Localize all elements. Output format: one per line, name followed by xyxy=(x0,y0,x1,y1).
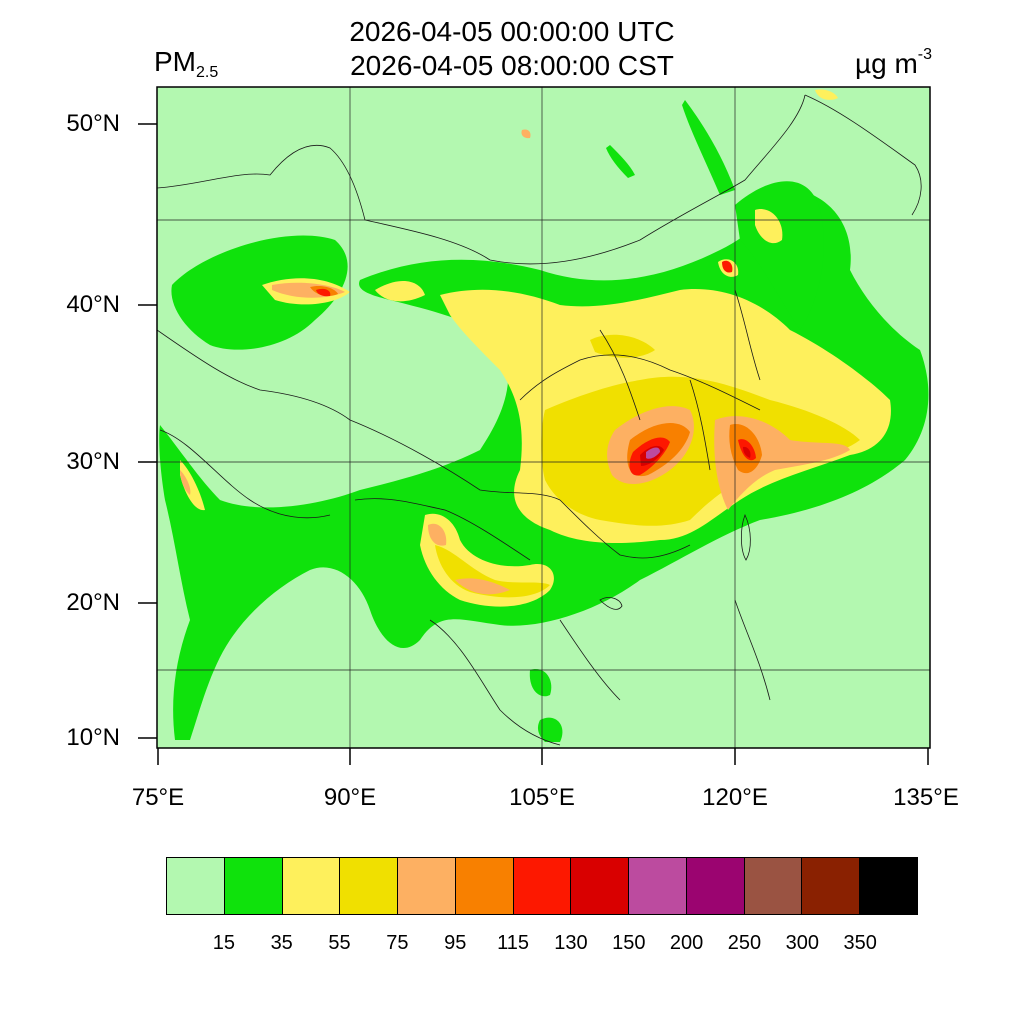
legend-label-35: 35 xyxy=(270,932,293,954)
legend-swatch-8 xyxy=(629,858,687,914)
legend-label-55: 55 xyxy=(328,932,351,954)
legend-swatch-3 xyxy=(340,858,399,914)
units-label: µg m-3 xyxy=(854,46,932,79)
legend-label-200: 200 xyxy=(669,932,704,954)
legend-swatch-4 xyxy=(398,858,456,914)
lat-label-10n: 10°N xyxy=(66,724,120,751)
legend-swatch-12 xyxy=(860,858,917,914)
lon-label-90e: 90°E xyxy=(323,784,377,811)
title-utc-time: 2026-04-05 00:00:00 UTC xyxy=(349,16,675,47)
lon-label-75e: 75°E xyxy=(131,784,185,811)
legend-label-250: 250 xyxy=(727,932,762,954)
legend-label-350: 350 xyxy=(843,932,877,954)
legend-label-75: 75 xyxy=(386,932,409,954)
legend-swatch-2 xyxy=(282,858,341,914)
legend-swatch-9 xyxy=(686,858,745,914)
lat-label-40n: 40°N xyxy=(66,291,120,318)
color-legend xyxy=(166,857,918,915)
lon-label-105e: 105°E xyxy=(509,784,575,811)
legend-swatch-6 xyxy=(513,858,572,914)
graticule-lines xyxy=(157,87,930,748)
legend-swatch-7 xyxy=(571,858,630,914)
lon-label-120e: 120°E xyxy=(702,784,768,811)
legend-label-15: 15 xyxy=(212,932,235,954)
legend-swatch-5 xyxy=(455,858,514,914)
legend-swatch-11 xyxy=(802,858,861,914)
title-local-time: 2026-04-05 08:00:00 CST xyxy=(350,50,674,81)
legend-label-150: 150 xyxy=(612,932,646,954)
lon-label-135e: 135°E xyxy=(893,784,959,811)
lat-label-20n: 20°N xyxy=(66,589,120,616)
lat-label-50n: 50°N xyxy=(66,110,120,137)
legend-label-130: 130 xyxy=(554,932,588,954)
legend-label-115: 115 xyxy=(497,932,529,954)
map-frame xyxy=(156,86,931,749)
axis-ticks xyxy=(138,123,929,765)
legend-swatch-10 xyxy=(744,858,803,914)
lat-label-30n: 30°N xyxy=(66,448,120,475)
legend-label-95: 95 xyxy=(444,932,467,954)
pm25-band-150-200 xyxy=(646,447,660,459)
legend-swatch-0 xyxy=(167,858,225,914)
variable-label: PM2.5 xyxy=(154,46,219,81)
legend-swatch-1 xyxy=(224,858,283,914)
legend-label-300: 300 xyxy=(785,932,819,954)
